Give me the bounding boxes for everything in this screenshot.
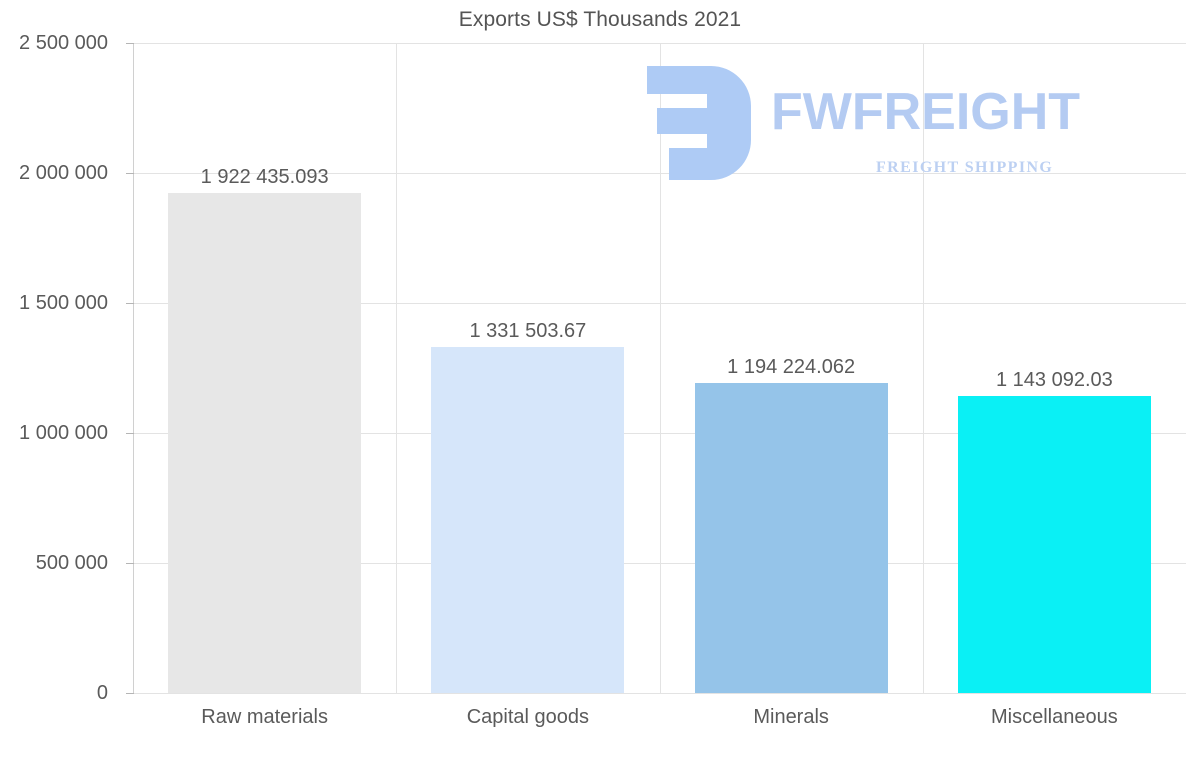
gridline-vertical (660, 43, 661, 693)
y-tick-label: 0 (96, 682, 108, 704)
gridline-horizontal (133, 303, 1186, 304)
x-tick-label: Minerals (753, 706, 829, 728)
gridline-horizontal (133, 563, 1186, 564)
y-tick-label: 2 000 000 (19, 162, 108, 184)
x-tick-label: Miscellaneous (991, 706, 1118, 728)
y-tick-label: 2 500 000 (19, 32, 108, 54)
y-tick-label: 1 000 000 (19, 422, 108, 444)
y-tick-mark (126, 693, 134, 694)
gridline-horizontal (133, 43, 1186, 44)
y-axis-line (133, 43, 134, 694)
x-tick-label: Raw materials (201, 706, 328, 728)
gridline-horizontal (133, 433, 1186, 434)
gridline-vertical (923, 43, 924, 693)
gridline-vertical (396, 43, 397, 693)
y-tick-mark (126, 303, 134, 304)
bar-1[interactable] (168, 193, 361, 693)
y-tick-mark (126, 563, 134, 564)
y-tick-mark (126, 43, 134, 44)
y-tick-mark (126, 173, 134, 174)
bar-value-label: 1 922 435.093 (200, 166, 329, 189)
bar-3[interactable] (695, 382, 888, 693)
bar-value-label: 1 194 224.062 (727, 355, 856, 378)
x-tick-label: Capital goods (466, 706, 590, 728)
plot-area (133, 43, 1186, 694)
bar-4[interactable] (958, 395, 1151, 693)
y-tick-mark (126, 433, 134, 434)
bar-2[interactable] (431, 346, 624, 693)
chart-title: Exports US$ Thousands 2021 (458, 8, 742, 31)
gridline-horizontal (133, 693, 1186, 694)
y-tick-label: 1 500 000 (19, 292, 108, 314)
bar-value-label: 1 143 092.03 (995, 368, 1113, 391)
y-tick-label: 500 000 (35, 552, 108, 574)
bar-value-label: 1 331 503.67 (469, 319, 587, 342)
